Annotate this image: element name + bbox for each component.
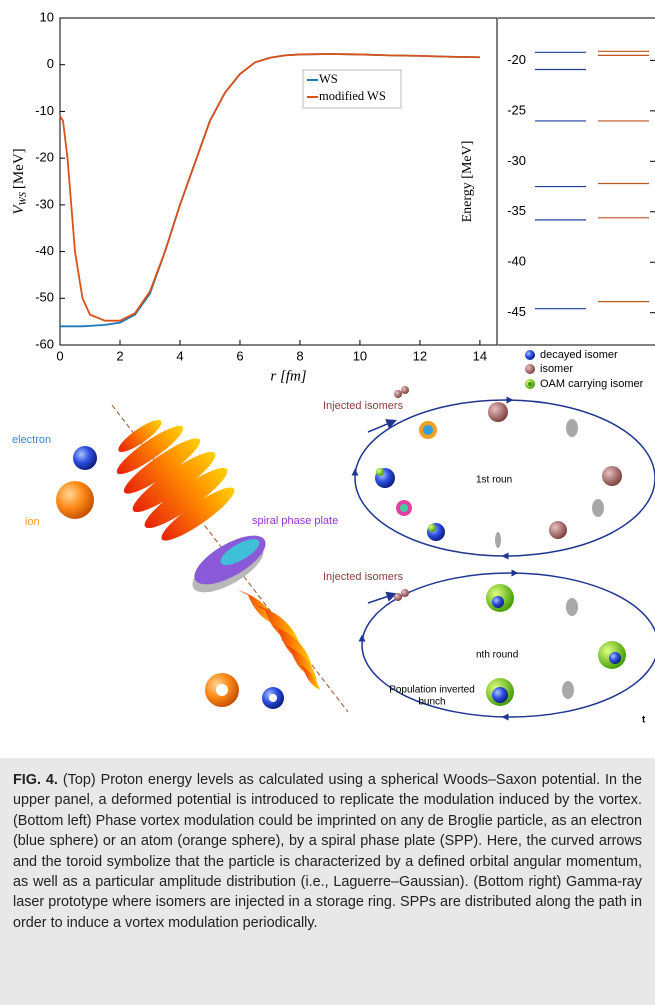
y-tick-label: -50 [35,290,54,305]
wave-front [116,420,235,541]
legend-label: modified WS [319,89,386,103]
vortex-wave [238,590,320,690]
y-axis-label: VWS [MeV] [11,148,29,214]
bunch-label: Population inverted [389,685,475,696]
legend-label: WS [319,72,338,86]
y-tick-label: -25 [507,102,526,117]
x-axis-label: r [fm] [270,368,306,384]
ion-label: ion [25,516,40,528]
x-tick-label: 10 [353,348,367,363]
y-label-unit: [MeV] [11,148,27,189]
y-axis-label: Energy [MeV] [460,141,475,223]
x-tick-label: 12 [413,348,427,363]
vortex-illustration: electron ion spiral phase plate [12,404,349,713]
legend-label: isomer [540,363,573,375]
caption-text: (Top) Proton energy levels as calculated… [13,772,642,931]
y-tick-label: 0 [47,56,54,71]
injected-label: Injected isomers [323,400,404,412]
plot-frame [59,17,498,346]
y-tick-label: -20 [507,52,526,67]
y-tick-label: -45 [507,304,526,319]
bunch-label: bunch [418,697,445,708]
panel-bg [498,0,655,346]
cut-label: t [642,715,646,726]
caption: FIG. 4. (Top) Proton energy levels as ca… [0,758,655,1005]
x-tick-label: 6 [236,348,243,363]
y-tick-label: -30 [507,153,526,168]
y-tick-label: -40 [35,243,54,258]
y-tick-label: -10 [35,103,54,118]
caption-label: FIG. 4. [13,772,58,788]
data-line [59,53,480,322]
data-line [60,53,480,328]
x-tick-label: 0 [56,348,63,363]
electron-sphere [73,446,97,470]
y-tick-label: 10 [40,9,54,24]
round-label: nth round [476,650,518,661]
y-tick-label: -40 [507,254,526,269]
y-tick-label: -35 [507,203,526,218]
x-tick-label: 14 [473,348,487,363]
x-tick-label: 8 [296,348,303,363]
x-tick-label: 2 [116,348,123,363]
ion-sphere [56,481,94,519]
round-label: 1st roun [476,475,512,486]
spp-label: spiral phase plate [252,515,338,527]
storage-ring-illustration: decayed isomer isomer OAM carrying isome… [323,349,655,726]
isomer-clusters [375,386,626,706]
spiral-phase-plate [192,535,266,593]
injected-label: Injected isomers [323,571,404,583]
y-label-main: V [11,204,27,215]
legend-label: decayed isomer [540,349,618,361]
x-tick-label: 4 [176,348,183,363]
electron-label: electron [12,434,51,446]
y-tick-label: -20 [35,150,54,165]
y-tick-label: -30 [35,196,54,211]
y-tick-label: -60 [35,336,54,351]
legend-box [302,69,402,109]
y-label-sub: WS [18,192,29,205]
legend-label: OAM carrying isomer [540,378,644,390]
